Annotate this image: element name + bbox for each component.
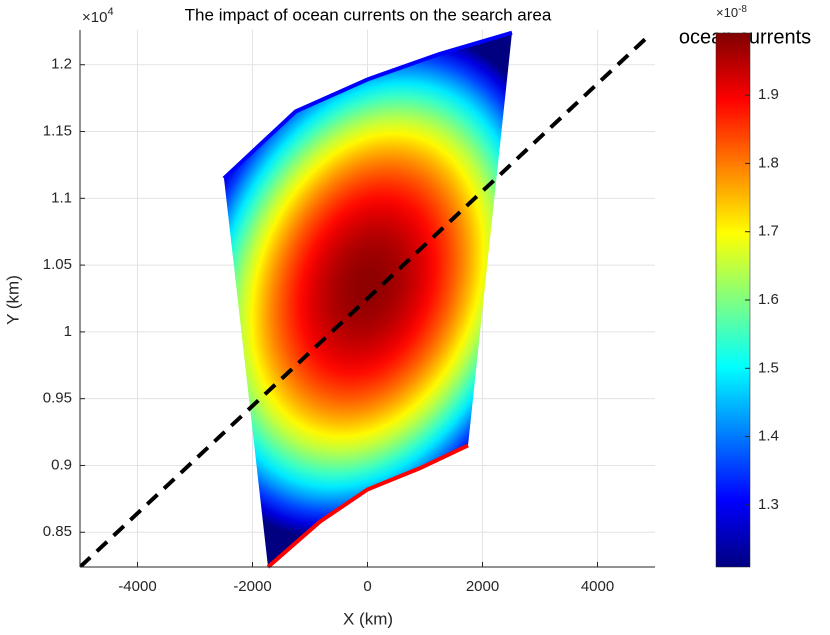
colorbar-tick-label: 1.6 bbox=[758, 291, 779, 308]
y-axis-label: Y (km) bbox=[3, 275, 22, 325]
colorbar-power: -8 bbox=[738, 4, 747, 15]
y-power: 4 bbox=[107, 6, 113, 18]
colorbar-tick-label: 1.3 bbox=[758, 496, 779, 513]
x-axis-label: X (km) bbox=[343, 609, 393, 628]
trend-line bbox=[80, 33, 651, 567]
y-tick-label: 1.15 bbox=[43, 122, 72, 139]
y-tick-label: 0.9 bbox=[51, 456, 72, 473]
x-tick-label: -4000 bbox=[118, 578, 156, 595]
boundary-line bbox=[222, 30, 513, 180]
colorbar bbox=[715, 32, 751, 568]
x-tick-label: -2000 bbox=[233, 578, 271, 595]
y-tick-label: 1.2 bbox=[51, 56, 72, 73]
chart-title: The impact of ocean currents on the sear… bbox=[185, 5, 552, 24]
y-tick-label: 0.85 bbox=[43, 523, 72, 540]
x-tick-label: 0 bbox=[363, 578, 371, 595]
colorbar-tick-label: 1.8 bbox=[758, 154, 779, 171]
y-tick-label: 0.95 bbox=[43, 390, 72, 407]
colorbar-tick-label: 1.4 bbox=[758, 428, 779, 445]
y-tick-label: 1.05 bbox=[43, 256, 72, 273]
colorbar-multiplier: ×10 bbox=[716, 5, 738, 20]
colorbar-tick-label: 1.7 bbox=[758, 223, 779, 240]
colorbar-tick-label: 1.5 bbox=[758, 359, 779, 376]
x-tick-label: 4000 bbox=[581, 578, 614, 595]
y-tick-label: 1 bbox=[64, 323, 72, 340]
boundary-line bbox=[266, 443, 469, 569]
y-tick-label: 1.1 bbox=[51, 189, 72, 206]
y-exponent: ×104 bbox=[82, 6, 114, 26]
colorbar-exponent: ×10-8 bbox=[716, 4, 747, 21]
colorbar-tick-label: 1.9 bbox=[758, 86, 779, 103]
y-multiplier: ×10 bbox=[82, 9, 107, 26]
x-tick-label: 2000 bbox=[466, 578, 499, 595]
